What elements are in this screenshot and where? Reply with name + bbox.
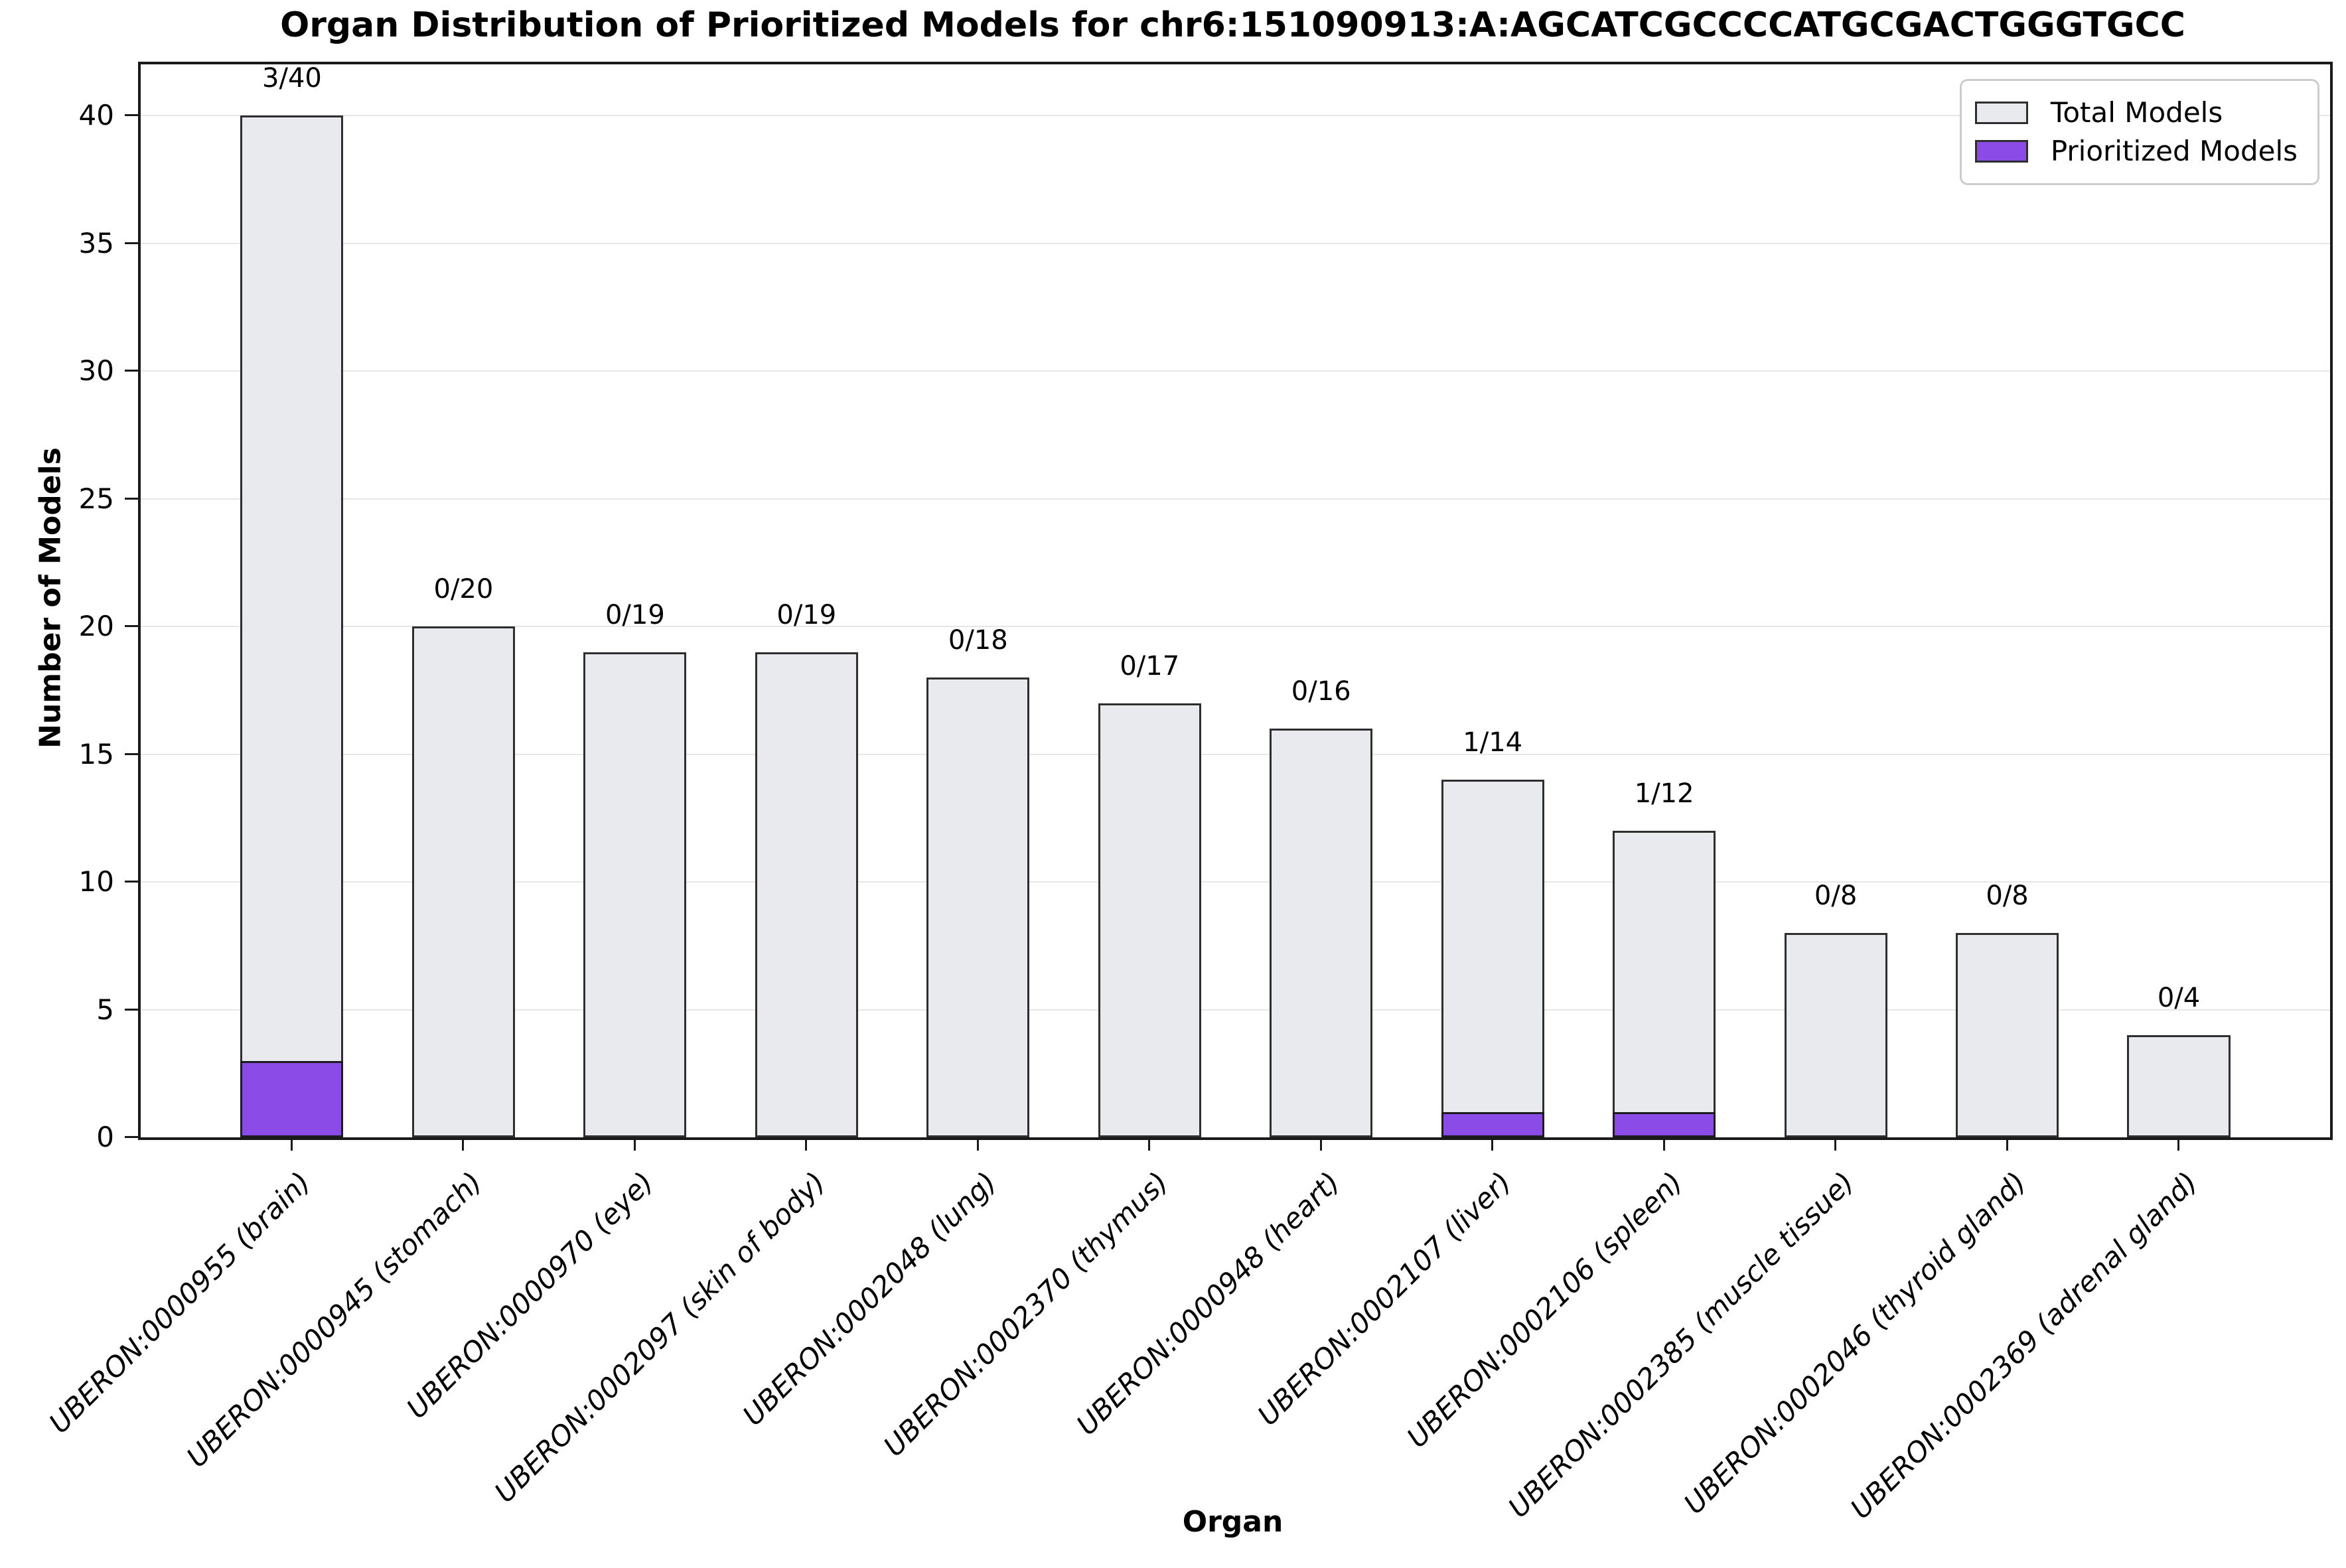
y-tick-mark-15 xyxy=(125,752,138,755)
y-tick-mark-30 xyxy=(125,370,138,372)
bar-count-label-3: 0/19 xyxy=(776,599,837,630)
bar-count-label-9: 0/8 xyxy=(1814,881,1858,911)
x-tick-mark-1 xyxy=(462,1137,465,1151)
y-tick-mark-10 xyxy=(125,881,138,883)
bar-count-label-1: 0/20 xyxy=(433,574,494,605)
gridline-y-5 xyxy=(141,1009,2330,1011)
x-tick-label-9: UBERON:0002385 (muscle tissue) xyxy=(1502,1165,1861,1524)
bar-total-5 xyxy=(1098,703,1201,1137)
y-tick-mark-25 xyxy=(125,497,138,500)
y-tick-label-30: 30 xyxy=(78,354,114,387)
x-tick-mark-2 xyxy=(633,1137,636,1151)
legend-rows: Total Models Prioritized Models xyxy=(1974,96,2298,169)
y-tick-label-35: 35 xyxy=(78,226,114,259)
gridline-y-15 xyxy=(141,753,2330,755)
legend-swatch-prioritized-models xyxy=(1974,140,2028,163)
legend-swatch-total-models xyxy=(1974,102,2028,124)
x-tick-mark-8 xyxy=(1662,1137,1665,1151)
bar-count-label-2: 0/19 xyxy=(605,599,665,630)
x-tick-mark-10 xyxy=(2006,1137,2008,1151)
gridline-y-10 xyxy=(141,881,2330,883)
legend: Total Models Prioritized Models xyxy=(1959,79,2319,185)
y-tick-mark-20 xyxy=(125,625,138,627)
x-tick-label-5: UBERON:0002370 (thymus) xyxy=(877,1165,1175,1463)
bar-total-3 xyxy=(755,652,858,1137)
bar-count-label-10: 0/8 xyxy=(1986,881,2029,911)
bar-count-label-4: 0/18 xyxy=(948,625,1008,656)
x-tick-label-10: UBERON:0002046 (thyroid gland) xyxy=(1677,1165,2032,1521)
y-tick-label-20: 20 xyxy=(78,610,114,642)
bar-prioritized-0 xyxy=(240,1060,344,1137)
x-tick-mark-4 xyxy=(976,1137,979,1151)
y-tick-mark-35 xyxy=(125,242,138,244)
x-tick-label-1: UBERON:0000945 (stomach) xyxy=(180,1165,488,1474)
bar-count-label-11: 0/4 xyxy=(2157,983,2201,1013)
bar-total-6 xyxy=(1270,729,1373,1137)
bar-total-8 xyxy=(1613,831,1716,1137)
gridline-y-40 xyxy=(141,115,2330,116)
legend-label-total-models: Total Models xyxy=(2050,96,2223,129)
bar-total-0 xyxy=(240,115,344,1137)
gridline-y-35 xyxy=(141,242,2330,244)
bar-count-label-0: 3/40 xyxy=(262,63,322,94)
y-tick-label-25: 25 xyxy=(78,482,114,515)
gridline-y-30 xyxy=(141,370,2330,372)
bar-total-7 xyxy=(1441,780,1544,1137)
x-tick-mark-7 xyxy=(1491,1137,1494,1151)
x-tick-label-3: UBERON:0002097 (skin of body) xyxy=(488,1165,832,1509)
x-tick-mark-11 xyxy=(2177,1137,2180,1151)
x-tick-mark-0 xyxy=(290,1137,293,1151)
gridline-y-25 xyxy=(141,498,2330,500)
bar-total-2 xyxy=(583,652,687,1137)
x-axis-label: Organ xyxy=(1182,1505,1283,1539)
y-tick-mark-0 xyxy=(125,1136,138,1138)
y-tick-label-40: 40 xyxy=(78,99,114,131)
x-tick-mark-6 xyxy=(1319,1137,1322,1151)
legend-label-prioritized-models: Prioritized Models xyxy=(2050,135,2298,167)
chart-title: Organ Distribution of Prioritized Models… xyxy=(280,5,2185,45)
legend-item-prioritized-models: Prioritized Models xyxy=(1974,134,2298,169)
y-tick-mark-40 xyxy=(125,114,138,116)
bar-total-1 xyxy=(411,626,515,1137)
y-tick-label-0: 0 xyxy=(96,1121,114,1153)
bar-count-label-8: 1/12 xyxy=(1634,778,1694,809)
x-tick-label-8: UBERON:0002106 (spleen) xyxy=(1400,1165,1689,1455)
y-tick-label-5: 5 xyxy=(96,993,114,1026)
y-tick-mark-5 xyxy=(125,1008,138,1011)
x-tick-label-11: UBERON:0002369 (adrenal gland) xyxy=(1844,1165,2204,1526)
bar-total-11 xyxy=(2127,1035,2231,1137)
bar-total-9 xyxy=(1784,933,1887,1137)
bar-total-10 xyxy=(1956,933,2059,1137)
bar-total-4 xyxy=(926,677,1030,1137)
bar-count-label-7: 1/14 xyxy=(1463,727,1523,758)
bar-count-label-5: 0/17 xyxy=(1120,650,1180,681)
legend-item-total-models: Total Models xyxy=(1974,96,2298,130)
plot-area: 3/40 0/20 0/19 0/19 0/18 0/17 0/16 1/14 1/12 0/8 0… xyxy=(138,62,2333,1140)
bar-prioritized-8 xyxy=(1613,1111,1716,1137)
bar-count-label-6: 0/16 xyxy=(1291,676,1351,707)
bar-prioritized-7 xyxy=(1441,1111,1544,1137)
x-tick-mark-3 xyxy=(805,1137,808,1151)
x-tick-mark-9 xyxy=(1834,1137,1837,1151)
y-tick-label-10: 10 xyxy=(78,865,114,898)
y-tick-label-15: 15 xyxy=(78,737,114,770)
gridline-y-20 xyxy=(141,626,2330,627)
x-tick-mark-5 xyxy=(1148,1137,1151,1151)
